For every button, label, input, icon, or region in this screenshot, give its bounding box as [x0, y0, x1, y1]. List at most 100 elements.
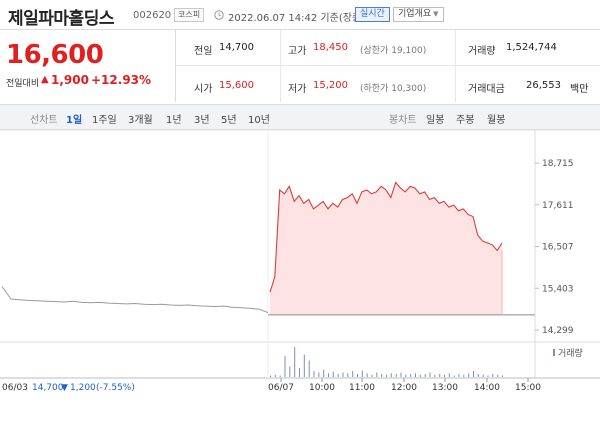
x-tick-label: 12:00 [391, 383, 417, 393]
volume-bar [289, 366, 291, 377]
down-arrow-icon: ▼ [61, 383, 68, 393]
up-arrow-icon: ▲ [41, 74, 49, 85]
volume-bar [381, 374, 383, 377]
trade-amount-value: 26,553 [526, 80, 561, 91]
volume-bar [468, 373, 470, 378]
tab-1year[interactable]: 1년 [166, 115, 182, 126]
price-stats: 전일 14,700 고가 18,450 (상한가 19,100) 거래량 1,5… [176, 30, 600, 102]
volume-bar [458, 374, 460, 377]
y-tick-label: 16,507 [542, 243, 574, 253]
volume-bar [405, 374, 407, 378]
volume-bar [332, 371, 334, 378]
tab-1week[interactable]: 1주일 [92, 115, 117, 126]
chart-tabs: 선차트 1일 1주일 3개월 1년 3년 5년 10년 봉차트 일봉 주봉 월봉 [0, 104, 600, 130]
x-tick-label: 13:00 [432, 383, 458, 393]
volume-legend-icon [553, 349, 555, 356]
change-amount: 1,900 [51, 73, 89, 87]
volume-bar [444, 374, 445, 378]
volume-bar [497, 374, 499, 378]
low-value: 15,200 [313, 80, 348, 91]
volume-bar [352, 371, 354, 377]
volume-bar [424, 374, 426, 377]
chevron-down-icon: ▼ [433, 10, 439, 18]
volume-bar [361, 370, 363, 378]
tab-10years[interactable]: 10년 [248, 115, 270, 126]
volume-bar [400, 372, 402, 377]
x-tick-label: 10:00 [309, 383, 335, 393]
volume-bar [323, 369, 325, 377]
trade-amount-unit: 백만 [570, 84, 589, 95]
volume-bar [448, 373, 450, 378]
stats-divider [280, 30, 281, 102]
x-tick-label: 11:00 [349, 383, 375, 393]
volume-bar [371, 374, 373, 378]
trade-amount-label: 거래대금 [468, 84, 505, 95]
stock-name[interactable]: 제일파마홀딩스 [8, 9, 114, 29]
stats-divider [176, 65, 600, 66]
tab-5years[interactable]: 5년 [221, 115, 237, 126]
realtime-button[interactable]: 실시간 [355, 7, 390, 22]
volume-bar [328, 373, 329, 378]
tab-1day[interactable]: 1일 [66, 115, 83, 126]
current-price: 16,600 [6, 40, 104, 70]
volume-bar [482, 374, 484, 378]
volume-bar [313, 371, 315, 377]
volume-bar [318, 372, 320, 377]
tab-daily-candle[interactable]: 일봉 [426, 115, 445, 126]
stock-code: 002620 [133, 10, 172, 21]
x-tick-label: 14:00 [474, 383, 500, 393]
high-value: 18,450 [313, 42, 348, 53]
tab-candle-chart[interactable]: 봉차트 [389, 115, 417, 126]
today-price-line [269, 181, 503, 293]
volume-bar [270, 375, 271, 377]
volume-value: 1,524,744 [506, 42, 557, 53]
tab-monthly-candle[interactable]: 월봉 [487, 115, 506, 126]
volume-bar [357, 374, 358, 377]
volume-bar [463, 374, 465, 378]
volume-bar [337, 374, 339, 377]
tab-weekly-candle[interactable]: 주봉 [456, 115, 475, 126]
open-value: 15,600 [219, 80, 254, 91]
tab-3years[interactable]: 3년 [194, 115, 210, 126]
today-price-area [270, 182, 502, 315]
prev-day-line [1, 286, 269, 314]
change-percent: +12.93% [91, 73, 152, 87]
company-overview-button[interactable]: 기업개요 ▼ [393, 7, 444, 22]
company-overview-label: 기업개요 [398, 9, 432, 19]
volume-bar [395, 374, 397, 377]
volume-bar [473, 371, 474, 377]
y-tick-label: 15,403 [542, 284, 574, 294]
volume-bar [366, 373, 368, 378]
prev-day-date: 06/03 [2, 383, 28, 393]
change-label: 전일대비 [6, 79, 40, 89]
intraday-price-chart[interactable]: 18,715 17,611 16,507 15,403 14,299 거래량 06/07 10… [0, 130, 600, 422]
volume-bar [410, 374, 412, 377]
open-label: 시가 [194, 84, 213, 95]
market-badge: 코스피 [174, 8, 205, 22]
clock-icon [214, 10, 224, 20]
tab-line-chart[interactable]: 선차트 [30, 115, 58, 126]
prev-day-change: 1,200 [70, 383, 96, 393]
y-tick-label: 17,611 [542, 201, 574, 211]
volume-bar [342, 372, 344, 377]
volume-bar [347, 373, 349, 378]
volume-bar [308, 360, 310, 377]
volume-bar [477, 374, 479, 377]
prev-day-close: 14,700 [32, 383, 64, 393]
volume-bar [274, 374, 276, 378]
y-tick-label: 18,715 [542, 159, 574, 169]
volume-bar [294, 347, 296, 377]
volume-bar [434, 374, 436, 378]
volume-bar [487, 375, 489, 377]
lower-limit-value: (하한가 10,300) [360, 84, 427, 94]
x-tick-label: 06/07 [268, 383, 294, 393]
volume-bar [279, 375, 281, 377]
volume-bar [299, 368, 300, 377]
volume-bar [415, 373, 416, 378]
tab-3months[interactable]: 3개월 [128, 115, 153, 126]
volume-bar [502, 375, 503, 377]
volume-bar [419, 374, 421, 378]
low-label: 저가 [288, 84, 307, 95]
prev-close-label: 전일 [194, 46, 213, 57]
